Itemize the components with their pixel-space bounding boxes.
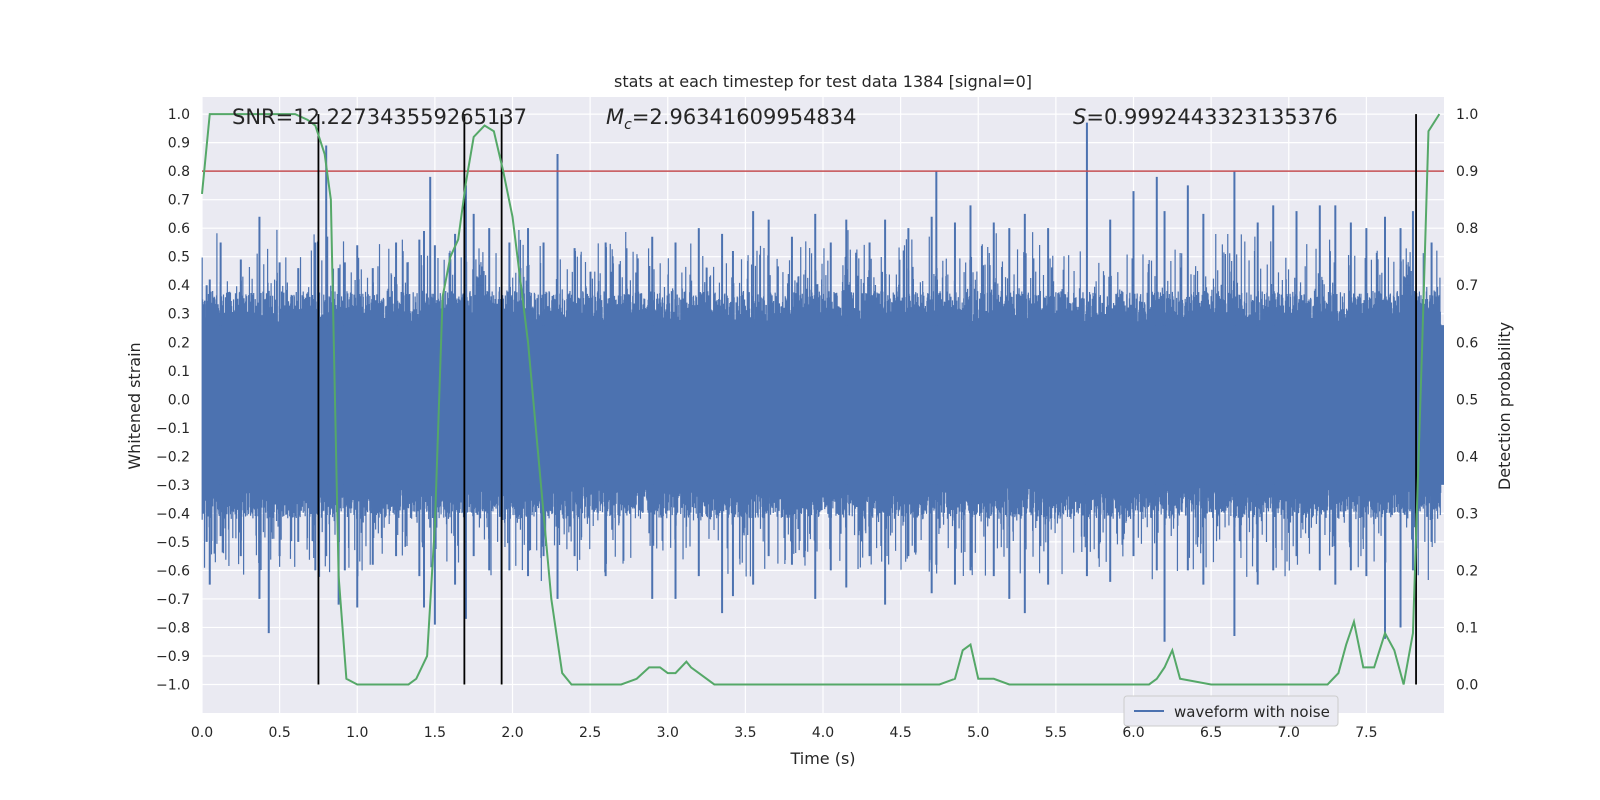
y-tick-label-left: −0.3 bbox=[156, 478, 190, 494]
x-tick-label: 2.5 bbox=[579, 725, 601, 741]
reference-lines bbox=[202, 114, 1444, 685]
legend: waveform with noise bbox=[1123, 695, 1339, 727]
x-tick-label: 7.5 bbox=[1355, 725, 1377, 741]
y-tick-label-right: 0.3 bbox=[1456, 506, 1478, 522]
chirp-mass-annotation: Mc=2.96341609954834 bbox=[606, 105, 857, 133]
y-tick-label-left: 0.8 bbox=[168, 164, 190, 180]
y-tick-label-right: 0.5 bbox=[1456, 392, 1478, 408]
y-tick-label-left: 0.2 bbox=[168, 335, 190, 351]
y-tick-label-right: 0.4 bbox=[1456, 449, 1478, 465]
y-tick-label-right: 0.0 bbox=[1456, 677, 1478, 693]
x-axis-label: Time (s) bbox=[789, 749, 855, 768]
y-tick-label-left: −0.1 bbox=[156, 421, 190, 437]
y-tick-label-right: 0.7 bbox=[1456, 278, 1478, 294]
y-tick-label-left: −0.9 bbox=[156, 649, 190, 665]
x-axis-ticks: 0.0 0.5 1.0 1.5 2.0 2.5 3.0 3.5 4.0 4.5 5.0 5.5 6.0 6… bbox=[191, 725, 1378, 741]
y-tick-label-left: −0.5 bbox=[156, 535, 190, 551]
x-tick-label: 7.0 bbox=[1278, 725, 1300, 741]
y-axis-left-label: Whitened strain bbox=[125, 342, 144, 469]
x-tick-label: 3.0 bbox=[657, 725, 679, 741]
y-tick-label-left: −0.2 bbox=[156, 449, 190, 465]
x-tick-label: 6.5 bbox=[1200, 725, 1222, 741]
score-annotation: S=0.9992443323135376 bbox=[1073, 105, 1338, 129]
y-tick-label-left: 0.4 bbox=[168, 278, 190, 294]
y-tick-label-left: −0.7 bbox=[156, 592, 190, 608]
x-tick-label: 5.5 bbox=[1045, 725, 1067, 741]
y-tick-label-left: −0.4 bbox=[156, 506, 190, 522]
x-tick-label: 5.0 bbox=[967, 725, 989, 741]
y-tick-label-right: 1.0 bbox=[1456, 107, 1478, 123]
probability-series bbox=[201, 113, 1441, 686]
waveform-series bbox=[201, 122, 1444, 642]
probability-line bbox=[201, 113, 1441, 686]
y-tick-label-right: 0.1 bbox=[1456, 620, 1478, 636]
chirp-mass-value: =2.96341609954834 bbox=[632, 105, 857, 129]
y-tick-label-left: 0.9 bbox=[168, 136, 190, 152]
score-symbol: S bbox=[1073, 105, 1086, 129]
x-tick-label: 6.0 bbox=[1122, 725, 1144, 741]
y-tick-label-left: 0.5 bbox=[168, 250, 190, 266]
y-tick-label-left: −0.8 bbox=[156, 620, 190, 636]
x-tick-label: 0.0 bbox=[191, 725, 213, 741]
score-value: =0.9992443323135376 bbox=[1086, 105, 1337, 129]
legend-box bbox=[1123, 695, 1339, 727]
waveform-core bbox=[202, 325, 1444, 485]
y-tick-label-left: 1.0 bbox=[168, 107, 190, 123]
y-tick-label-right: 0.6 bbox=[1456, 335, 1478, 351]
x-tick-label: 3.5 bbox=[734, 725, 756, 741]
legend-label: waveform with noise bbox=[1174, 703, 1330, 721]
y-tick-label-left: 0.3 bbox=[168, 307, 190, 323]
y-axis-left-ticks: 1.0 0.9 0.8 0.7 0.6 0.5 0.4 0.3 0.2 0.1 0.0 −0.1 −0.… bbox=[156, 107, 190, 693]
y-tick-label-left: 0.1 bbox=[168, 364, 190, 380]
x-tick-label: 4.0 bbox=[812, 725, 834, 741]
y-tick-label-left: −0.6 bbox=[156, 563, 190, 579]
x-tick-label: 0.5 bbox=[268, 725, 290, 741]
y-tick-label-right: 0.9 bbox=[1456, 164, 1478, 180]
y-axis-right-ticks: 1.0 0.9 0.8 0.7 0.6 0.5 0.4 0.3 0.2 0.1 0.0 bbox=[1456, 107, 1478, 693]
x-tick-label: 1.0 bbox=[346, 725, 368, 741]
y-tick-label-right: 0.8 bbox=[1456, 221, 1478, 237]
y-tick-label-right: 0.2 bbox=[1456, 563, 1478, 579]
snr-annotation: SNR=12.227343559265137 bbox=[232, 105, 527, 129]
chirp-mass-subscript: c bbox=[624, 117, 632, 133]
y-tick-label-left: 0.7 bbox=[168, 193, 190, 209]
x-tick-label: 1.5 bbox=[424, 725, 446, 741]
chart-title: stats at each timestep for test data 138… bbox=[614, 72, 1032, 91]
y-axis-right-label: Detection probability bbox=[1495, 322, 1514, 490]
y-tick-label-left: 0.6 bbox=[168, 221, 190, 237]
x-tick-label: 4.5 bbox=[889, 725, 911, 741]
x-tick-label: 2.0 bbox=[501, 725, 523, 741]
chirp-mass-symbol: M bbox=[606, 105, 624, 129]
y-tick-label-left: −1.0 bbox=[156, 677, 190, 693]
y-tick-label-left: 0.0 bbox=[168, 392, 190, 408]
